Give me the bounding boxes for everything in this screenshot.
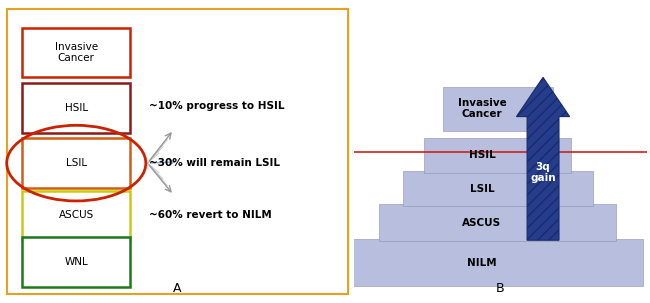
Text: ASCUS: ASCUS <box>462 218 501 228</box>
FancyBboxPatch shape <box>22 83 130 133</box>
Text: NILM: NILM <box>467 258 497 268</box>
FancyBboxPatch shape <box>22 191 130 240</box>
Text: 3q
gain: 3q gain <box>530 162 556 183</box>
Text: Invasive
Cancer: Invasive Cancer <box>458 98 506 119</box>
Text: ~10% progress to HSIL: ~10% progress to HSIL <box>150 102 285 112</box>
FancyBboxPatch shape <box>22 237 130 287</box>
Text: Invasive
Cancer: Invasive Cancer <box>55 42 98 63</box>
Text: ~30% will remain LSIL: ~30% will remain LSIL <box>150 158 280 168</box>
Text: LSIL: LSIL <box>66 158 87 168</box>
Text: HSIL: HSIL <box>65 103 88 113</box>
Text: WNL: WNL <box>64 257 88 267</box>
Text: ~60% revert to NILM: ~60% revert to NILM <box>150 211 272 221</box>
FancyBboxPatch shape <box>22 28 130 77</box>
Text: A: A <box>173 282 181 295</box>
FancyBboxPatch shape <box>22 138 130 188</box>
FancyBboxPatch shape <box>353 239 643 286</box>
FancyBboxPatch shape <box>443 87 552 131</box>
Text: HSIL: HSIL <box>469 150 495 160</box>
FancyBboxPatch shape <box>424 138 571 173</box>
FancyBboxPatch shape <box>379 205 616 241</box>
FancyBboxPatch shape <box>403 171 593 206</box>
Text: ASCUS: ASCUS <box>58 211 94 221</box>
Text: B: B <box>496 282 505 295</box>
Text: LSIL: LSIL <box>469 184 494 194</box>
Polygon shape <box>517 77 569 240</box>
